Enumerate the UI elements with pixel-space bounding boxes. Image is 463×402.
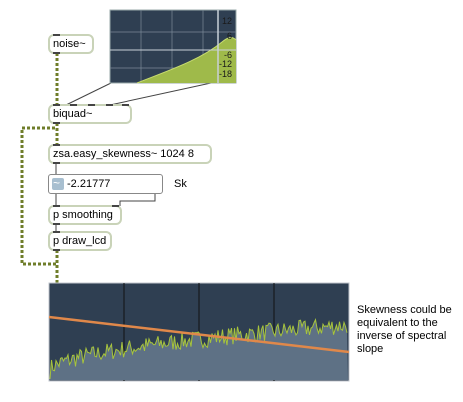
skewness-number-box[interactable]: -2.21777 xyxy=(48,174,163,194)
db-label-minus12: -12 xyxy=(219,59,232,69)
db-label-minus18: -18 xyxy=(219,69,232,79)
smoothing-object[interactable]: p smoothing xyxy=(48,205,122,225)
biquad-object[interactable]: biquad~ xyxy=(48,104,132,124)
spectrum-area xyxy=(50,319,348,380)
filter-response-line xyxy=(136,37,237,84)
zsa-skewness-object-label: zsa.easy_skewness~ 1024 8 xyxy=(53,148,194,160)
noise-object-label: noise~ xyxy=(53,38,86,50)
db-label-12: 12 xyxy=(222,16,232,26)
skewness-value: -2.21777 xyxy=(67,178,111,190)
spectrum-line xyxy=(49,318,348,380)
noise-object[interactable]: noise~ xyxy=(48,34,94,54)
sk-label: Sk xyxy=(174,178,187,190)
cord-number-smoothing-right xyxy=(119,192,156,206)
filter-response-area xyxy=(137,37,236,83)
signal-number-icon xyxy=(52,174,64,192)
cord-filtergraph-biquad xyxy=(65,82,112,106)
draw-lcd-object-label: p draw_lcd xyxy=(53,235,107,247)
skewness-comment: Skewness could be equivalent to the inve… xyxy=(357,304,452,355)
slope-line xyxy=(48,315,350,354)
cord-filtergraph-biquad-2 xyxy=(109,82,212,106)
draw-lcd-object[interactable]: p draw_lcd xyxy=(48,231,112,251)
db-label-6: 6 xyxy=(227,31,232,41)
db-label-minus6: -6 xyxy=(224,50,232,60)
smoothing-object-label: p smoothing xyxy=(53,209,113,221)
biquad-object-label: biquad~ xyxy=(53,108,93,120)
zsa-skewness-object[interactable]: zsa.easy_skewness~ 1024 8 xyxy=(48,144,212,164)
